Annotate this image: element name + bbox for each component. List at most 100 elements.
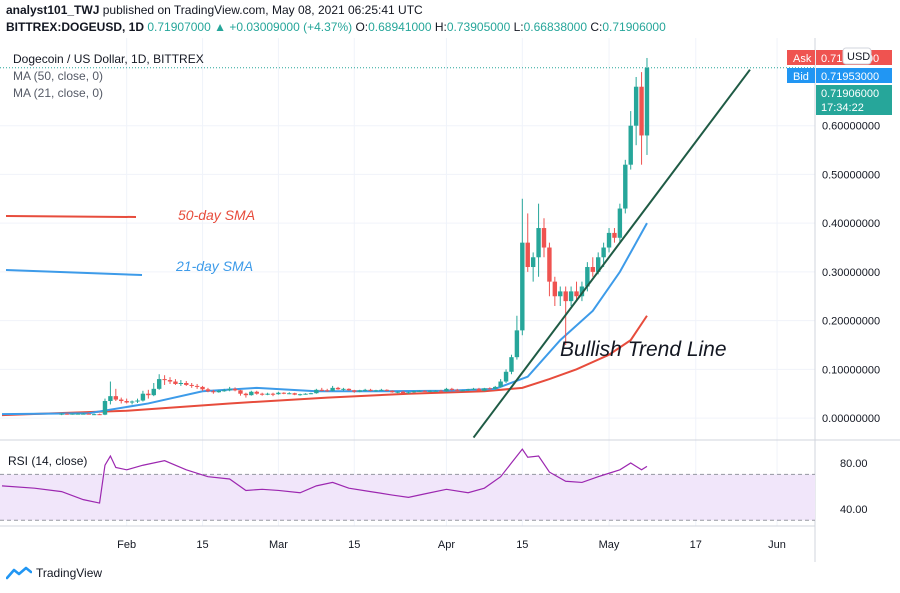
candle-body [465,389,471,391]
sma50-annotation: 50-day SMA [178,207,255,223]
candle-body [270,393,276,395]
candle-body [124,401,129,403]
candle [362,388,368,392]
candle [606,228,612,253]
candle-body [325,390,330,392]
footer-brand[interactable]: TradingView [36,566,103,580]
symbol-info: BITTREX:DOGEUSD, 1D 0.71907000 ▲ +0.0300… [6,20,666,34]
candle-body [303,393,308,395]
candle-body [281,392,287,394]
price-tick-label: 0.30000000 [822,267,880,279]
candle [487,387,492,390]
bid-value-box [816,68,892,83]
candle [70,413,75,415]
candle [460,389,465,392]
candle [341,387,346,391]
candle [249,390,254,396]
candle-body [427,390,433,392]
rsi-tick-label: 80.00 [840,458,868,470]
candle [417,390,422,392]
candle [86,413,91,415]
time-tick-label: Mar [269,539,288,551]
bid-label-box [787,68,815,83]
ohlc-label: C: [587,20,603,34]
candle [216,389,221,393]
candle-body [254,391,259,394]
time-tick-label: 15 [516,539,528,551]
candle [574,281,579,302]
candle [449,387,455,391]
candle [270,392,276,397]
candle-body [476,388,482,391]
trend-line[interactable] [472,69,751,439]
candle-body [86,413,91,415]
candle [612,228,617,243]
candle-body [184,382,189,385]
candle [287,392,292,395]
legend: Dogecoin / US Dollar, 1D, BITTREX MA (50,… [0,52,815,100]
candle-body [297,394,303,396]
tradingview-logo-icon[interactable] [6,566,32,580]
candle [276,391,281,395]
time-axis[interactable]: Feb 15 Mar 15 Apr 15 May 17 Jun [117,539,786,551]
symbol-name: BITTREX:DOGEUSD, 1D [6,20,145,34]
candle-body [146,393,151,396]
legend-ma50: MA (50, close, 0) [13,69,103,83]
candle-body [623,164,628,209]
candle-body [590,267,595,272]
candle [167,377,173,384]
candle-body [211,391,216,393]
candle [335,386,341,390]
candle-body [579,286,585,297]
candle-body [119,399,124,402]
candle-body [341,388,346,390]
price-tags: Ask0.71906000USDBid0.719530000.719060001… [787,47,892,115]
currency-badge[interactable] [842,47,872,65]
candle [346,388,352,391]
candle-body [444,388,449,392]
time-tick-label: 17 [690,539,702,551]
chart-svg[interactable]: RSI (14, close) 80.00 40.00 0.60000000 0.50… [0,38,900,562]
candle [259,392,265,396]
candle [64,413,70,415]
price-tick-label: 0.40000000 [822,218,880,230]
price-tick-label: 0.00000000 [822,413,880,425]
candle-body [406,392,411,394]
publisher-name[interactable]: analyst101_TWJ [6,3,100,17]
candle [514,315,520,360]
price-tick-label: 0.10000000 [822,364,880,376]
published-text: published on TradingView.com, May 08, 20… [102,3,423,17]
last-price-value: 0.71906000 [821,88,879,100]
price-axis[interactable]: 0.60000000 0.50000000 0.40000000 0.30000000… [822,121,880,425]
sma21-annotation: 21-day SMA [175,258,253,274]
candle-body [362,389,368,391]
rsi-line [1,448,648,504]
candle-body [75,413,81,415]
candle-body [368,389,373,391]
candle-body [487,388,492,390]
candle-body [238,390,243,394]
candle [503,369,509,383]
candle-body [243,393,249,396]
candle [400,390,406,394]
candle [509,354,514,375]
candle [108,381,113,405]
sma50-sample-line [5,215,137,218]
candle [471,387,476,390]
candle-body [276,392,281,395]
annotations: 50-day SMA 21-day SMA Bullish Trend Line [5,207,727,361]
time-tick-label: 15 [196,539,208,551]
candle [194,383,200,389]
rsi-label: RSI (14, close) [8,454,87,468]
candle-body [411,391,417,393]
candle-body [194,385,200,387]
candle-body [384,389,390,391]
chart-area[interactable]: RSI (14, close) 80.00 40.00 0.60000000 0.50… [0,38,900,562]
candle [254,390,259,395]
candle-body [135,400,140,402]
candle-body [151,388,156,396]
candle-body [525,242,530,268]
candle [623,159,628,214]
candle-body [633,86,639,126]
candle [124,398,129,404]
